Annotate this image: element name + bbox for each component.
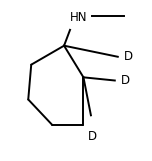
Text: D: D <box>88 130 97 142</box>
Text: HN: HN <box>70 11 88 24</box>
Text: D: D <box>124 50 133 63</box>
Text: D: D <box>121 74 130 87</box>
